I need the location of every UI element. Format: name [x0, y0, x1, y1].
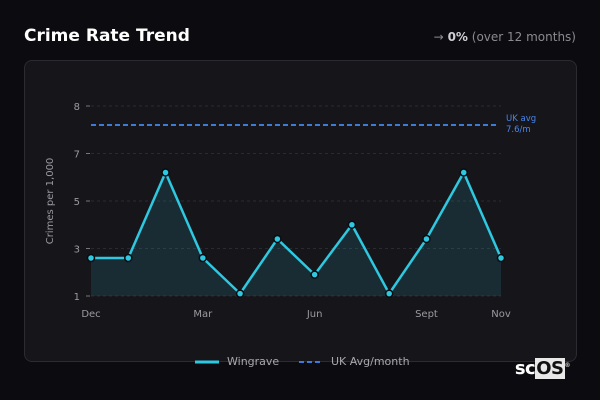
data-point — [310, 270, 319, 279]
data-point — [347, 220, 357, 229]
legend-item-wingrave[interactable]: Wingrave — [195, 355, 279, 368]
area-fill — [91, 172, 501, 296]
annotation-label: UK avg — [506, 114, 536, 124]
data-point — [235, 289, 245, 298]
brand-logo: scOS® — [514, 358, 570, 379]
x-tick-label: Nov — [491, 309, 511, 320]
data-point — [496, 253, 506, 263]
series-line-wingrave — [91, 171, 503, 295]
legend-label: Wingrave — [227, 355, 280, 368]
data-point — [384, 289, 394, 298]
trend-period: (over 12 months) — [471, 30, 576, 44]
data-point — [422, 234, 431, 244]
legend-swatch-dashed — [299, 360, 323, 363]
y-tick-label: 3 — [74, 245, 80, 256]
page-title: Crime Rate Trend — [24, 26, 190, 46]
y-tick-label: 1 — [74, 292, 80, 303]
legend-label: UK Avg/month — [331, 355, 410, 368]
x-tick-label: Jun — [306, 309, 323, 320]
trend-summary: → 0% (over 12 months) — [434, 30, 576, 44]
data-point — [273, 234, 282, 244]
trend-value: 0% — [447, 30, 468, 44]
x-tick-label: Dec — [81, 309, 100, 320]
data-point — [459, 168, 468, 177]
chart-card — [24, 60, 577, 362]
trend-arrow-icon: → — [433, 30, 444, 44]
legend-swatch-solid — [195, 360, 219, 363]
y-axis-label: Crimes per 1,000 — [45, 158, 56, 245]
y-tick-label: 8 — [74, 102, 80, 113]
data-point — [124, 253, 133, 263]
x-tick-label: Mar — [193, 309, 213, 320]
annotation-value: 7.6/m — [506, 125, 531, 135]
y-tick-label: 5 — [74, 197, 80, 208]
data-point — [198, 253, 208, 263]
data-point — [161, 168, 170, 177]
legend-item-uk-avg[interactable]: UK Avg/month — [299, 355, 410, 368]
x-tick-label: Sept — [415, 309, 438, 320]
y-tick-label: 7 — [74, 150, 80, 161]
data-point — [86, 253, 96, 263]
